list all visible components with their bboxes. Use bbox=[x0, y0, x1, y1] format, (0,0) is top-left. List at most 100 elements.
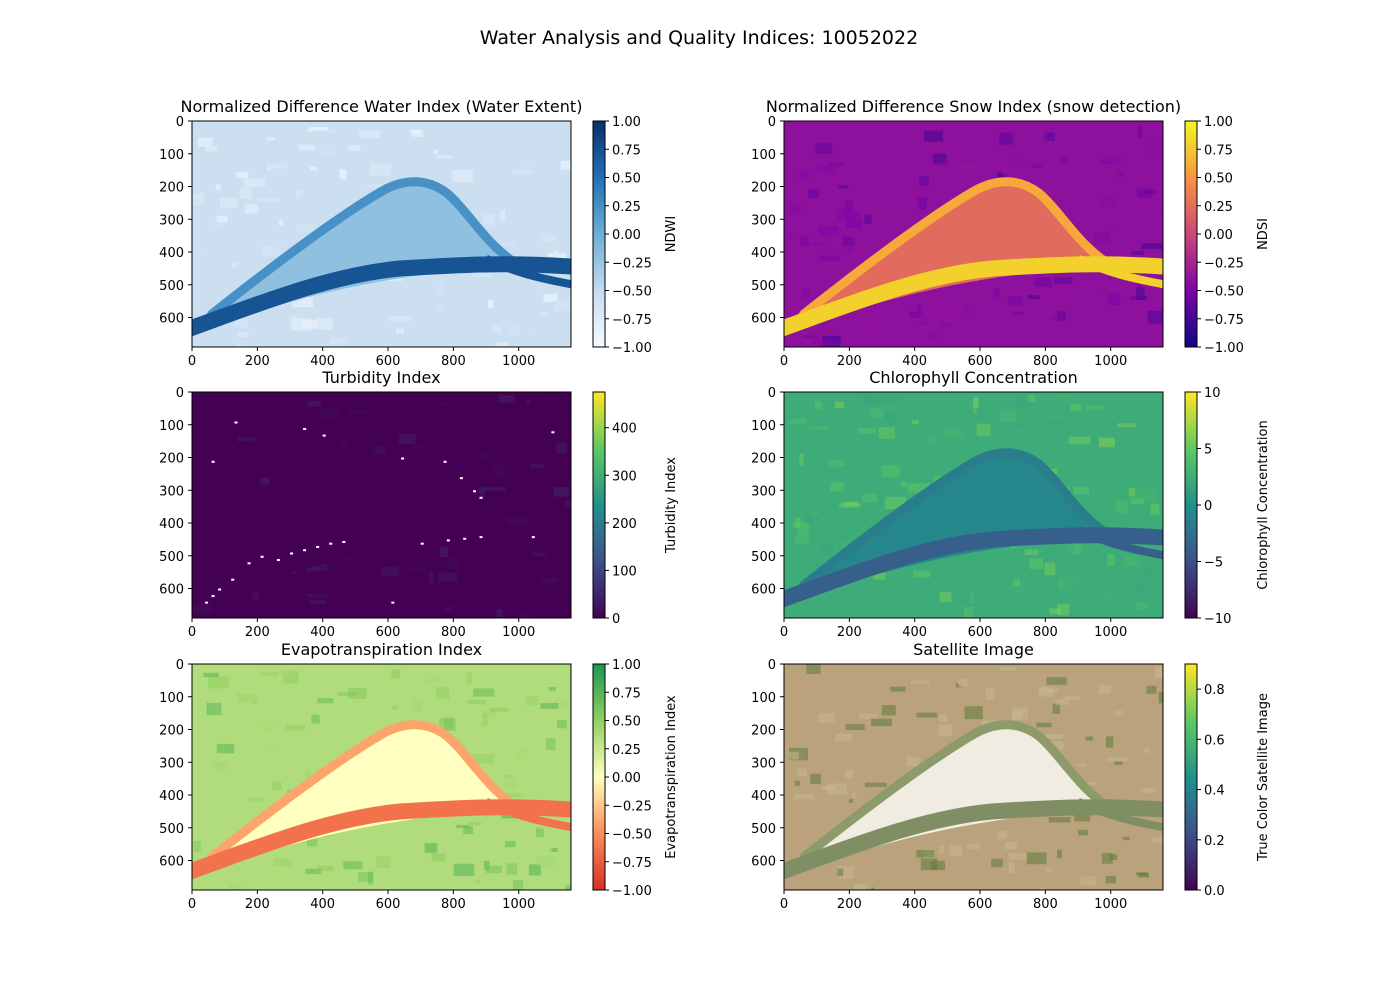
land-patch bbox=[262, 495, 277, 500]
land-patch bbox=[272, 781, 282, 791]
land-patch bbox=[269, 216, 274, 225]
subplot-5: Evapotranspiration Index 0 200 400 600 800 100… bbox=[159, 640, 679, 912]
land-patch bbox=[997, 831, 1008, 840]
land-patch bbox=[845, 770, 854, 779]
land-patch bbox=[500, 209, 506, 221]
land-patch bbox=[472, 270, 491, 277]
land-patch bbox=[485, 579, 499, 587]
main-river bbox=[192, 256, 571, 337]
land-patch bbox=[795, 517, 800, 529]
land-patch bbox=[216, 215, 228, 222]
land-patch bbox=[317, 698, 334, 704]
land-patch bbox=[515, 450, 528, 461]
land-patch bbox=[955, 683, 961, 688]
land-patch bbox=[219, 499, 227, 505]
land-patch bbox=[200, 559, 211, 571]
colorbar-tick-label: 0.0 bbox=[1204, 884, 1225, 899]
land-patch bbox=[854, 884, 866, 890]
heatmap-image bbox=[192, 392, 571, 618]
land-patch bbox=[466, 672, 473, 684]
land-patch bbox=[548, 394, 556, 400]
y-tick-label: 500 bbox=[751, 822, 776, 837]
land-patch bbox=[1155, 666, 1163, 679]
land-patch bbox=[1034, 419, 1042, 426]
land-patch bbox=[251, 590, 259, 600]
land-patch bbox=[240, 187, 252, 199]
land-patch bbox=[212, 481, 217, 486]
x-tick-label: 400 bbox=[902, 897, 927, 912]
land-patch bbox=[295, 190, 303, 197]
colorbar-tick-label: −0.25 bbox=[612, 256, 652, 271]
colorbar-tick-label: 0.25 bbox=[612, 743, 641, 758]
land-patch bbox=[357, 872, 373, 882]
turbidity-point bbox=[531, 536, 535, 539]
land-patch bbox=[517, 750, 528, 761]
subplot-title: Normalized Difference Water Index (Water… bbox=[181, 97, 583, 116]
land-patch bbox=[500, 446, 514, 453]
land-patch bbox=[257, 197, 280, 202]
land-patch bbox=[347, 410, 368, 415]
turbidity-point bbox=[479, 536, 483, 539]
land-patch bbox=[1105, 736, 1114, 748]
heatmap-image bbox=[784, 121, 1163, 347]
land-patch bbox=[541, 578, 558, 584]
land-patch bbox=[513, 880, 524, 890]
land-patch bbox=[276, 603, 294, 610]
land-patch bbox=[1111, 287, 1124, 291]
x-tick-label: 0 bbox=[780, 354, 788, 369]
land-patch bbox=[815, 143, 833, 154]
y-tick-label: 100 bbox=[751, 148, 776, 163]
land-patch bbox=[870, 330, 888, 341]
x-tick-label: 0 bbox=[780, 897, 788, 912]
land-patch bbox=[296, 465, 317, 477]
land-patch bbox=[785, 231, 795, 239]
y-tick-label: 0 bbox=[768, 658, 776, 673]
x-tick-label: 800 bbox=[1033, 625, 1058, 640]
land-patch bbox=[818, 713, 835, 723]
land-patch bbox=[1029, 558, 1043, 570]
turbidity-point bbox=[218, 588, 222, 591]
land-patch bbox=[291, 318, 312, 331]
land-patch bbox=[307, 838, 318, 847]
land-patch bbox=[960, 164, 977, 171]
axes-frame bbox=[191, 120, 572, 348]
side-channel bbox=[207, 448, 524, 590]
land-patch bbox=[910, 680, 930, 684]
land-patch bbox=[281, 669, 294, 678]
x-tick-label: 800 bbox=[1033, 897, 1058, 912]
land-patch bbox=[525, 161, 535, 168]
land-patch bbox=[410, 545, 422, 552]
land-patch bbox=[812, 340, 834, 346]
land-patch bbox=[1078, 829, 1088, 836]
land-patch bbox=[336, 751, 343, 758]
land-patch bbox=[193, 604, 214, 614]
land-patch bbox=[320, 569, 343, 581]
x-tick-label: 1000 bbox=[502, 625, 535, 640]
land-patch bbox=[495, 342, 509, 347]
colorbar-tick-label: 0.25 bbox=[1204, 200, 1233, 215]
x-tick-label: 600 bbox=[968, 897, 993, 912]
land-patch bbox=[827, 162, 845, 167]
land-patch bbox=[554, 471, 566, 476]
land-patch bbox=[1150, 503, 1160, 515]
land-patch bbox=[1146, 142, 1163, 154]
colorbar-tick-label: 1.00 bbox=[1204, 115, 1233, 130]
land-patch bbox=[939, 592, 952, 603]
colorbar-tick-label: 0.00 bbox=[612, 771, 641, 786]
land-patch bbox=[309, 166, 318, 171]
y-tick-label: 500 bbox=[159, 822, 184, 837]
land-patch bbox=[839, 502, 861, 508]
land-patch bbox=[279, 220, 284, 227]
land-patch bbox=[812, 242, 825, 246]
land-patch bbox=[241, 890, 256, 895]
land-patch bbox=[563, 883, 571, 888]
land-patch bbox=[1105, 503, 1116, 507]
land-patch bbox=[472, 754, 495, 764]
y-tick-label: 300 bbox=[751, 756, 776, 771]
turbidity-point bbox=[290, 552, 294, 555]
land-patch bbox=[330, 337, 347, 345]
land-patch bbox=[203, 672, 219, 678]
land-patch bbox=[991, 858, 1003, 868]
subplot-title: Chlorophyll Concentration bbox=[869, 368, 1078, 387]
